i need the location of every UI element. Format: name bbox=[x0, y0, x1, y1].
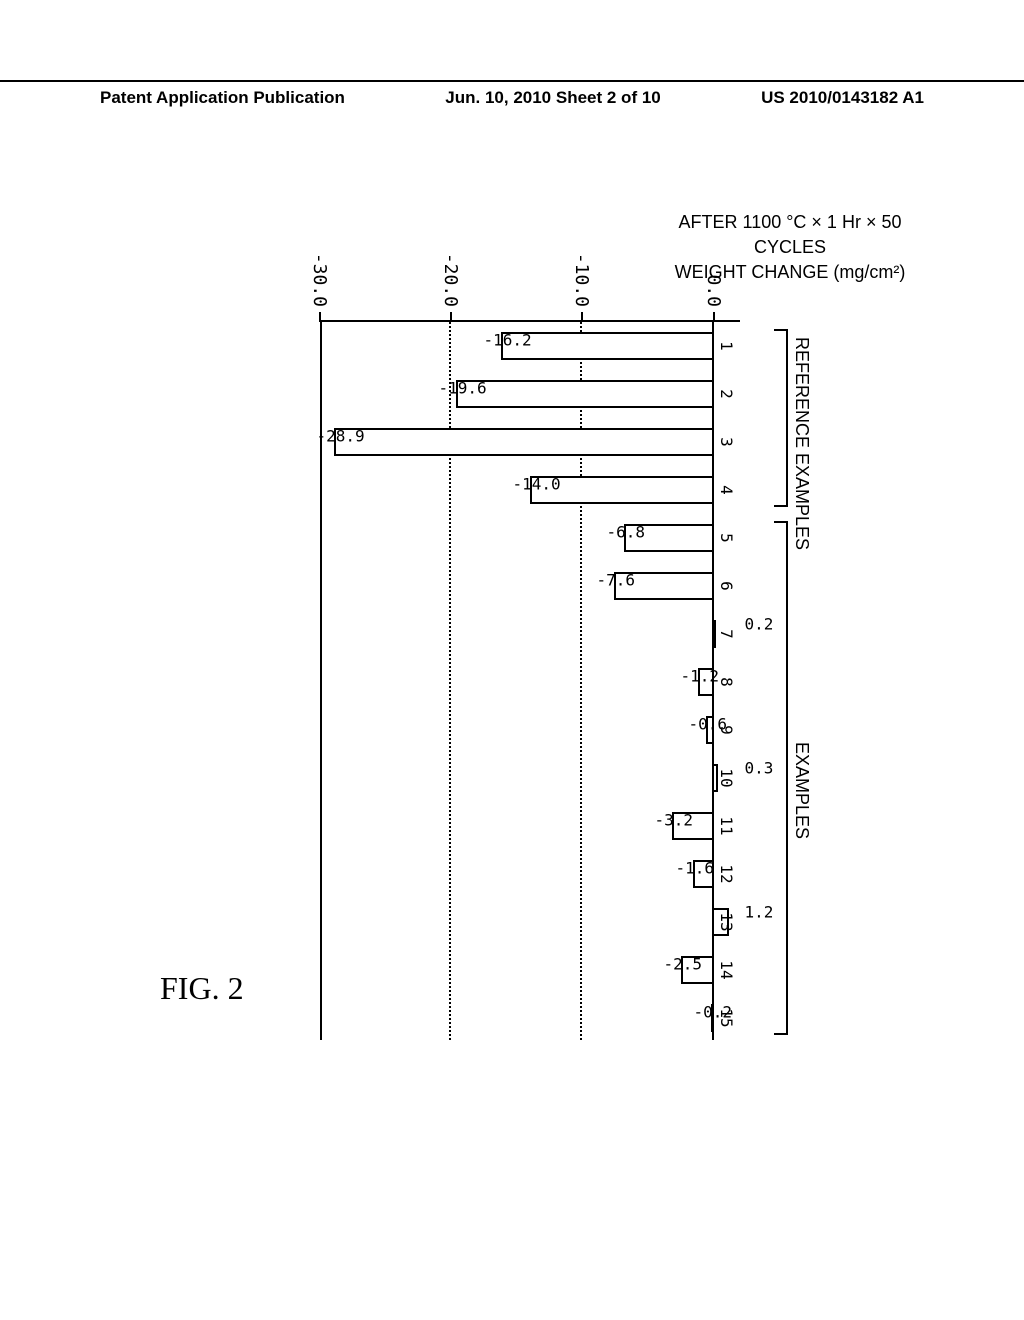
y-tick bbox=[319, 312, 321, 322]
chart-wrap: AFTER 1100 °C × 1 Hr × 50 CYCLES WEIGHT … bbox=[220, 200, 800, 1080]
y-axis-title-line2: WEIGHT CHANGE (mg/cm²) bbox=[650, 260, 930, 285]
y-axis-title-line1: AFTER 1100 °C × 1 Hr × 50 CYCLES bbox=[650, 210, 930, 260]
bar-value-label: 0.3 bbox=[744, 759, 773, 778]
header-left: Patent Application Publication bbox=[0, 88, 345, 108]
bar-category-label: 10 bbox=[717, 764, 736, 792]
header-mid: Jun. 10, 2010 Sheet 2 of 10 bbox=[445, 88, 660, 108]
y-tick bbox=[713, 312, 715, 322]
bar bbox=[334, 428, 713, 456]
bar-category-label: 6 bbox=[717, 572, 736, 600]
bar-value-label: -7.6 bbox=[597, 571, 636, 590]
bar-value-label: -19.6 bbox=[439, 379, 487, 398]
y-axis-title: AFTER 1100 °C × 1 Hr × 50 CYCLES WEIGHT … bbox=[650, 210, 930, 286]
y-tick-label: -10.0 bbox=[572, 242, 593, 307]
bar-value-label: -2.5 bbox=[663, 955, 702, 974]
bar-value-label: 0.2 bbox=[744, 615, 773, 634]
group-label: REFERENCE EXAMPLES bbox=[791, 337, 812, 550]
bar-value-label: -28.9 bbox=[317, 427, 365, 446]
bar bbox=[501, 332, 714, 360]
bar-category-label: 2 bbox=[717, 380, 736, 408]
bar-category-label: 12 bbox=[717, 860, 736, 888]
y-tick-label: -30.0 bbox=[309, 242, 330, 307]
bar-value-label: -1.6 bbox=[675, 859, 714, 878]
page: Patent Application Publication Jun. 10, … bbox=[0, 0, 1024, 1320]
bar-category-label: 5 bbox=[717, 524, 736, 552]
group-bracket bbox=[774, 329, 788, 507]
bar-category-label: 8 bbox=[717, 668, 736, 696]
bar-category-label: 13 bbox=[717, 908, 736, 936]
bar-value-label: 1.2 bbox=[744, 903, 773, 922]
y-tick-label: 0.0 bbox=[703, 242, 724, 307]
plot-area: 0.0-10.0-20.0-30.0-16.21-19.62-28.93-14.… bbox=[320, 320, 740, 1040]
bar-category-label: 15 bbox=[717, 1004, 736, 1032]
bar-category-label: 4 bbox=[717, 476, 736, 504]
patent-header: Patent Application Publication Jun. 10, … bbox=[0, 80, 1024, 108]
bar-value-label: -16.2 bbox=[484, 331, 532, 350]
bar-category-label: 7 bbox=[717, 620, 736, 648]
y-tick bbox=[450, 312, 452, 322]
bar-value-label: -14.0 bbox=[513, 475, 561, 494]
bar-chart: AFTER 1100 °C × 1 Hr × 50 CYCLES WEIGHT … bbox=[220, 200, 800, 1080]
y-tick bbox=[582, 312, 584, 322]
bar-category-label: 11 bbox=[717, 812, 736, 840]
bar-value-label: -6.8 bbox=[607, 523, 646, 542]
header-right: US 2010/0143182 A1 bbox=[761, 88, 1024, 108]
bar bbox=[457, 380, 714, 408]
group-bracket bbox=[774, 521, 788, 1035]
bar-category-label: 14 bbox=[717, 956, 736, 984]
bar-category-label: 9 bbox=[717, 716, 736, 744]
zero-line bbox=[712, 322, 714, 1040]
y-tick-label: -20.0 bbox=[440, 242, 461, 307]
bar-value-label: -3.2 bbox=[654, 811, 693, 830]
group-label: EXAMPLES bbox=[791, 742, 812, 839]
bar-category-label: 3 bbox=[717, 428, 736, 456]
bar-category-label: 1 bbox=[717, 332, 736, 360]
